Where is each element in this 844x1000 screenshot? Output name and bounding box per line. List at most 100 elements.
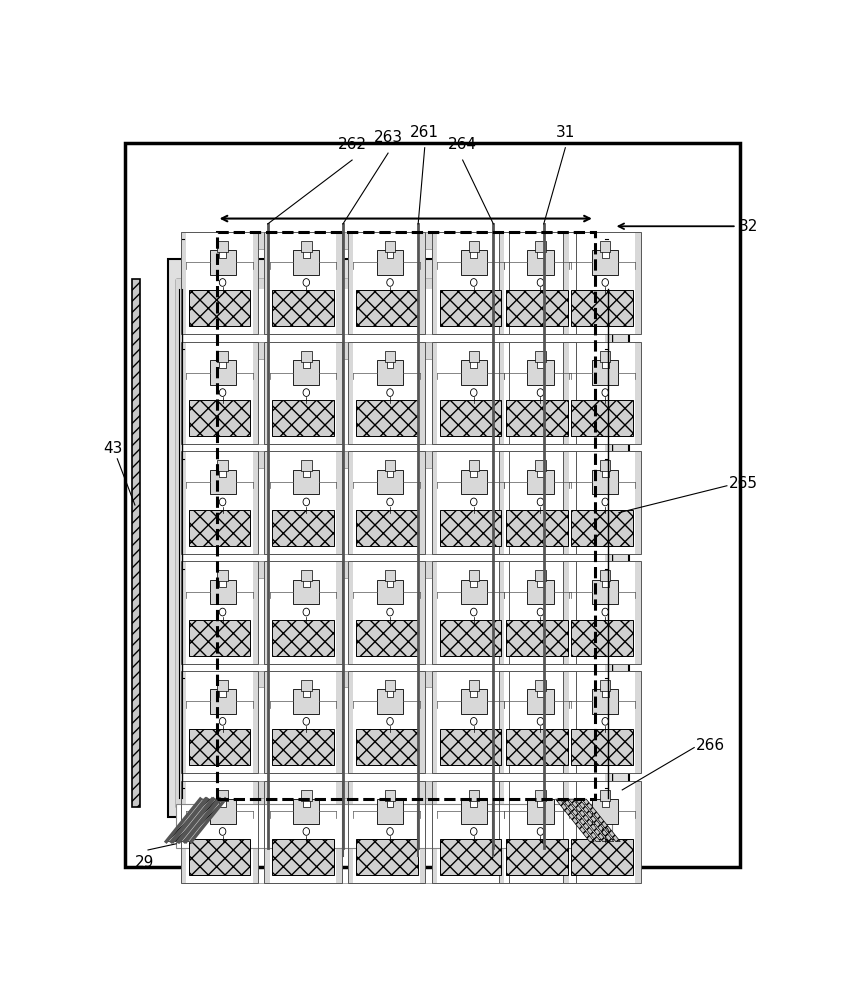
Bar: [461, 580, 487, 604]
Bar: [264, 451, 270, 554]
Bar: [604, 279, 613, 807]
Bar: [188, 510, 250, 546]
Bar: [571, 671, 576, 773]
Bar: [571, 342, 576, 444]
Bar: [209, 580, 235, 604]
Bar: [432, 232, 437, 334]
Bar: [377, 689, 403, 714]
Bar: [181, 342, 258, 444]
Bar: [293, 580, 319, 604]
Bar: [468, 460, 479, 471]
Bar: [504, 561, 509, 664]
Bar: [264, 781, 270, 883]
Bar: [538, 796, 544, 807]
Bar: [461, 360, 487, 385]
Text: 31: 31: [555, 125, 575, 140]
Text: 263: 263: [374, 130, 403, 145]
Bar: [349, 232, 354, 334]
Polygon shape: [186, 799, 225, 841]
Bar: [387, 247, 393, 258]
Bar: [219, 467, 226, 477]
Bar: [499, 671, 576, 773]
Bar: [217, 232, 595, 799]
Bar: [636, 671, 641, 773]
Bar: [440, 290, 501, 326]
Bar: [349, 232, 425, 334]
Bar: [218, 570, 228, 581]
Bar: [600, 680, 610, 691]
Bar: [219, 577, 226, 587]
Text: 264: 264: [448, 137, 477, 152]
Bar: [571, 290, 633, 326]
Bar: [385, 460, 395, 471]
Bar: [349, 671, 354, 773]
Bar: [432, 781, 509, 883]
Bar: [264, 561, 342, 664]
Bar: [564, 561, 641, 664]
Bar: [420, 451, 425, 554]
Bar: [264, 232, 342, 334]
Bar: [301, 790, 311, 801]
Bar: [349, 671, 425, 773]
Bar: [564, 451, 569, 554]
Bar: [264, 232, 342, 334]
Bar: [264, 232, 270, 334]
Bar: [592, 250, 619, 275]
Bar: [337, 781, 342, 883]
Bar: [385, 241, 395, 252]
Bar: [504, 232, 509, 334]
Bar: [564, 671, 641, 773]
Bar: [564, 451, 641, 554]
Bar: [337, 451, 342, 554]
Bar: [564, 561, 569, 664]
Bar: [564, 671, 641, 773]
Bar: [499, 342, 504, 444]
Bar: [349, 232, 425, 334]
Bar: [420, 342, 425, 444]
Bar: [337, 561, 342, 664]
Bar: [432, 561, 509, 664]
Bar: [219, 796, 226, 807]
Polygon shape: [180, 799, 219, 841]
Bar: [468, 241, 479, 252]
Bar: [181, 561, 258, 664]
Bar: [301, 241, 311, 252]
Bar: [564, 232, 641, 334]
Bar: [387, 686, 393, 697]
Bar: [349, 451, 425, 554]
Bar: [440, 400, 501, 436]
Bar: [303, 686, 310, 697]
Bar: [592, 470, 619, 494]
Bar: [420, 671, 425, 773]
Bar: [273, 290, 333, 326]
Bar: [184, 561, 604, 578]
Bar: [636, 781, 641, 883]
Bar: [461, 250, 487, 275]
Bar: [188, 400, 250, 436]
Bar: [219, 247, 226, 258]
Bar: [600, 790, 610, 801]
Bar: [571, 781, 576, 883]
Bar: [432, 342, 509, 444]
Bar: [504, 451, 509, 554]
Bar: [440, 839, 501, 875]
Bar: [349, 342, 354, 444]
Bar: [636, 342, 641, 444]
Bar: [470, 357, 477, 368]
Bar: [252, 671, 258, 773]
Bar: [252, 561, 258, 664]
Bar: [420, 781, 425, 883]
Bar: [264, 781, 342, 883]
Bar: [264, 671, 342, 773]
Polygon shape: [569, 799, 607, 841]
Bar: [387, 577, 393, 587]
Bar: [385, 570, 395, 581]
Bar: [499, 781, 576, 883]
Bar: [377, 580, 403, 604]
Bar: [564, 561, 641, 664]
Bar: [636, 451, 641, 554]
Bar: [184, 671, 604, 687]
Bar: [356, 729, 418, 765]
Bar: [499, 451, 576, 554]
Bar: [349, 781, 425, 883]
